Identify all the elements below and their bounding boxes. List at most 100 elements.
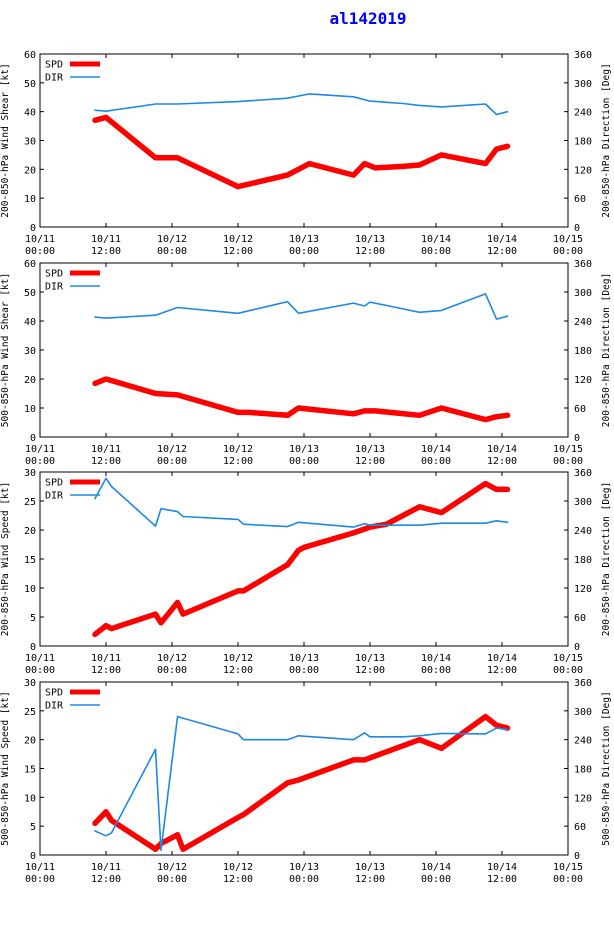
series-line-dir: [94, 477, 509, 528]
x-tick-label: 10/14: [421, 653, 451, 664]
x-tick-label: 10/12: [157, 444, 187, 455]
x-tick-label: 10/11: [25, 234, 55, 245]
plot-frame: [39, 471, 569, 647]
legend-label-dir: DIR: [45, 73, 64, 84]
y2-tick-label: 360: [574, 50, 592, 61]
y-tick-label: 15: [24, 765, 36, 776]
y-tick-label: 0: [30, 851, 36, 862]
y-tick-label: 0: [30, 433, 36, 444]
x-tick-label: 10/14: [487, 234, 517, 245]
y2-tick-label: 240: [574, 526, 592, 537]
x-tick-label: 12:00: [223, 456, 253, 467]
y-tick-label: 10: [24, 404, 36, 415]
y-tick-label: 50: [24, 288, 36, 299]
y2-tick-label: 240: [574, 108, 592, 119]
x-tick-label: 10/13: [355, 234, 385, 245]
series-line-spd: [92, 713, 511, 852]
x-tick-label: 10/11: [91, 234, 121, 245]
y2-tick-label: 0: [574, 642, 580, 653]
x-tick-label: 10/14: [487, 444, 517, 455]
x-tick-label: 10/13: [289, 862, 319, 873]
y2-tick-label: 120: [574, 793, 592, 804]
y2-axis-label: 200-850-hPa Direction [Deg]: [601, 63, 612, 217]
x-tick-label: 12:00: [487, 246, 517, 257]
page-title: al142019: [329, 9, 406, 28]
x-tick-label: 00:00: [25, 874, 55, 885]
x-tick-label: 10/14: [421, 234, 451, 245]
x-tick-label: 10/11: [91, 862, 121, 873]
y2-tick-label: 60: [574, 194, 586, 205]
y-tick-label: 25: [24, 497, 36, 508]
y2-tick-label: 60: [574, 613, 586, 624]
x-tick-label: 10/15: [553, 653, 583, 664]
x-tick-label: 12:00: [91, 665, 121, 676]
y2-axis-label: 200-850-hPa Direction [Deg]: [601, 482, 612, 636]
x-tick-label: 12:00: [355, 874, 385, 885]
x-tick-label: 12:00: [355, 246, 385, 257]
x-tick-label: 00:00: [553, 456, 583, 467]
x-tick-label: 10/12: [223, 444, 253, 455]
legend-label-dir: DIR: [45, 701, 64, 712]
chart-panels: 10/1100:0010/1112:0010/1200:0010/1212:00…: [0, 50, 612, 885]
y-axis-label: 500-850-hPa Wind Speed [kt]: [0, 691, 11, 845]
series-line-spd: [92, 114, 511, 190]
x-tick-label: 00:00: [421, 246, 451, 257]
x-tick-label: 10/14: [421, 862, 451, 873]
legend-label-spd: SPD: [45, 478, 63, 489]
y2-tick-label: 300: [574, 497, 592, 508]
x-tick-label: 10/12: [223, 862, 253, 873]
series-line-spd: [92, 480, 511, 638]
x-tick-label: 12:00: [91, 246, 121, 257]
x-tick-label: 10/13: [355, 653, 385, 664]
y2-tick-label: 300: [574, 288, 592, 299]
y-tick-label: 20: [24, 526, 36, 537]
y2-tick-label: 240: [574, 317, 592, 328]
y2-tick-label: 240: [574, 736, 592, 747]
x-tick-label: 00:00: [553, 874, 583, 885]
x-tick-label: 12:00: [223, 246, 253, 257]
y-tick-label: 30: [24, 137, 36, 148]
x-tick-label: 12:00: [223, 665, 253, 676]
y2-tick-label: 120: [574, 584, 592, 595]
x-tick-label: 10/11: [25, 862, 55, 873]
x-tick-label: 10/14: [487, 653, 517, 664]
x-tick-label: 00:00: [157, 665, 187, 676]
x-tick-label: 10/15: [553, 444, 583, 455]
y-tick-label: 20: [24, 736, 36, 747]
x-tick-label: 00:00: [25, 665, 55, 676]
chart-panel-1: 10/1100:0010/1112:0010/1200:0010/1212:00…: [0, 50, 612, 257]
y2-tick-label: 0: [574, 851, 580, 862]
y-tick-label: 0: [30, 642, 36, 653]
series-line-dir: [94, 93, 509, 116]
chart-panel-4: 10/1100:0010/1112:0010/1200:0010/1212:00…: [0, 678, 612, 885]
y-tick-label: 5: [30, 613, 36, 624]
y-tick-label: 0: [30, 223, 36, 234]
y-tick-label: 25: [24, 707, 36, 718]
x-tick-label: 00:00: [289, 665, 319, 676]
y2-tick-label: 360: [574, 468, 592, 479]
series-line-spd: [92, 376, 511, 423]
x-tick-label: 12:00: [487, 456, 517, 467]
y2-tick-label: 180: [574, 765, 592, 776]
x-tick-label: 10/12: [223, 234, 253, 245]
legend-label-dir: DIR: [45, 491, 64, 502]
y-tick-label: 30: [24, 678, 36, 689]
x-tick-label: 00:00: [289, 456, 319, 467]
x-tick-label: 00:00: [553, 665, 583, 676]
y-tick-label: 40: [24, 108, 36, 119]
x-tick-label: 10/12: [157, 234, 187, 245]
x-tick-label: 10/12: [157, 653, 187, 664]
y-tick-label: 60: [24, 259, 36, 270]
y2-tick-label: 300: [574, 707, 592, 718]
x-tick-label: 10/13: [289, 444, 319, 455]
x-tick-label: 10/11: [91, 653, 121, 664]
x-tick-label: 10/15: [553, 234, 583, 245]
x-tick-label: 10/11: [25, 444, 55, 455]
y-tick-label: 10: [24, 793, 36, 804]
y-tick-label: 10: [24, 194, 36, 205]
y-tick-label: 30: [24, 468, 36, 479]
y2-tick-label: 360: [574, 678, 592, 689]
plot-frame: [39, 681, 569, 856]
legend-label-spd: SPD: [45, 269, 63, 280]
